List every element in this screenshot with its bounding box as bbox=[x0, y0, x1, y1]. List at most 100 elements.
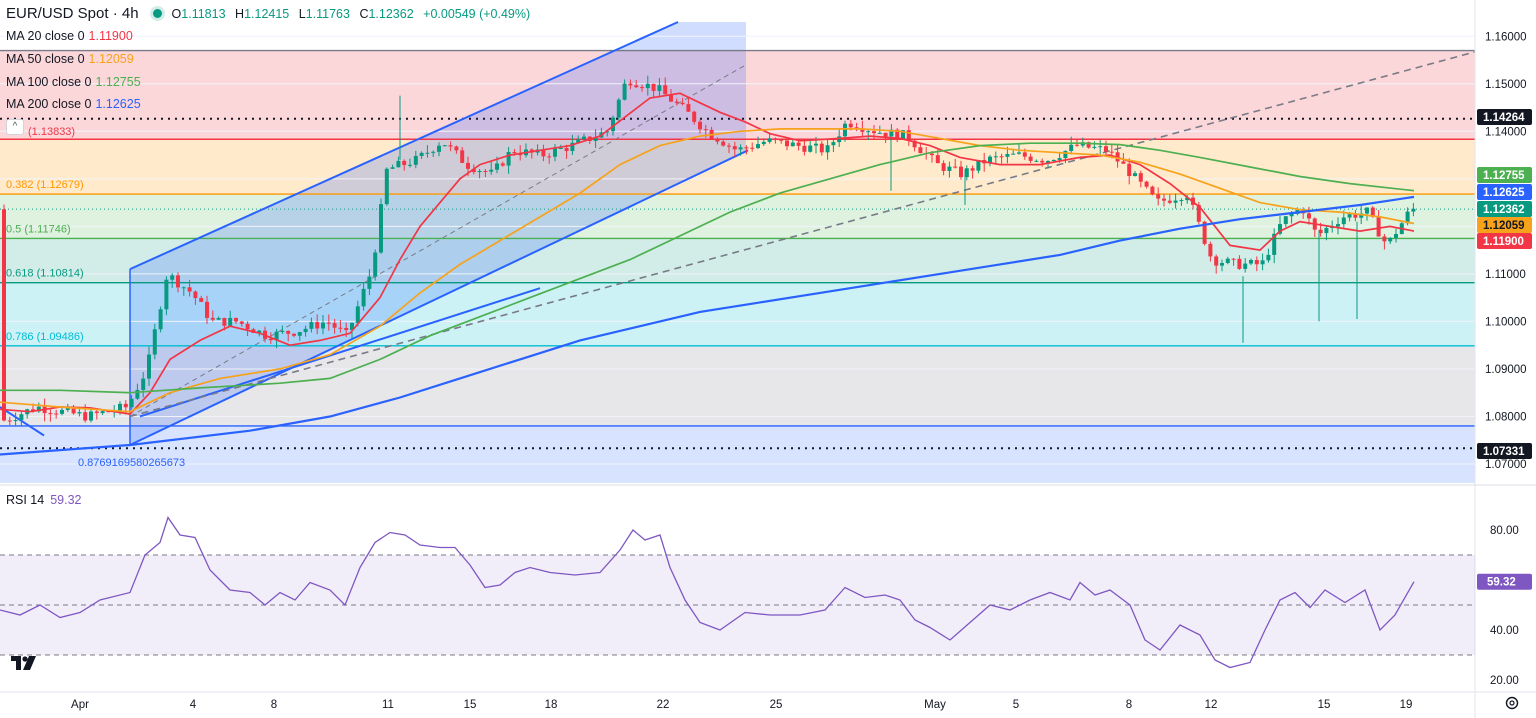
candle-8 bbox=[48, 409, 53, 422]
candle-178 bbox=[1034, 159, 1039, 163]
candle-body bbox=[396, 160, 401, 168]
candle-158 bbox=[918, 143, 923, 154]
candle-body bbox=[210, 317, 215, 320]
candle-body bbox=[135, 389, 140, 399]
candle-82 bbox=[477, 169, 482, 179]
candle-body bbox=[228, 317, 233, 326]
ohlc-values: O1.11813 H1.12415 L1.11763 C1.12362 +0.0… bbox=[171, 6, 531, 21]
candle-97 bbox=[564, 144, 569, 159]
price-tick-8: 1.08000 bbox=[1485, 411, 1527, 423]
candle-55 bbox=[321, 314, 325, 335]
candle-84 bbox=[489, 161, 494, 175]
candle-119 bbox=[692, 110, 697, 125]
candle-body bbox=[872, 131, 876, 134]
candle-228 bbox=[1324, 226, 1329, 241]
candle-body bbox=[292, 333, 296, 336]
candle-body bbox=[1243, 263, 1248, 269]
candle-body bbox=[622, 83, 627, 100]
collapse-legend-button[interactable]: ^ bbox=[6, 119, 24, 135]
fib-label-1: 0.382 (1.12679) bbox=[6, 179, 84, 191]
candle-163 bbox=[947, 161, 952, 178]
ma100-line bbox=[0, 142, 1415, 394]
candle-162 bbox=[941, 160, 946, 176]
candle-58 bbox=[338, 319, 343, 333]
candle-body bbox=[1278, 224, 1282, 234]
candle-body bbox=[582, 136, 586, 140]
ma20-line bbox=[0, 92, 1415, 416]
candle-172 bbox=[999, 153, 1004, 164]
price-badge-0: 1.14264 bbox=[1483, 112, 1525, 124]
candle-79 bbox=[460, 146, 465, 164]
time-axis[interactable]: Apr 4 8 11 15 18 22 25 May 5 8 12 15 19 bbox=[0, 691, 1536, 711]
symbol-title[interactable]: EUR/USD Spot · 4h bbox=[6, 5, 139, 22]
candle-body bbox=[669, 94, 673, 102]
candle-body bbox=[193, 291, 198, 299]
price-tick-9: 1.07000 bbox=[1485, 459, 1527, 471]
candle-138 bbox=[802, 139, 807, 156]
candle-body bbox=[408, 164, 412, 166]
time-tick-5: 18 bbox=[545, 699, 558, 711]
candle-body bbox=[883, 132, 888, 137]
candle-body bbox=[964, 168, 969, 178]
candle-body bbox=[1202, 221, 1207, 244]
candle-body bbox=[1121, 161, 1126, 164]
candle-32 bbox=[187, 279, 192, 297]
price-badge-4: 1.12059 bbox=[1483, 220, 1525, 232]
candle-body bbox=[796, 142, 801, 146]
candle-107 bbox=[622, 79, 627, 101]
rsi-legend[interactable]: RSI 14 59.32 bbox=[6, 493, 82, 507]
fib-label-2: 0.5 (1.11746) bbox=[6, 223, 71, 235]
ma50-legend[interactable]: MA 50 close 0 1.12059 bbox=[6, 52, 134, 66]
candle-body bbox=[790, 142, 795, 147]
candle-15 bbox=[89, 407, 93, 423]
candle-body bbox=[1167, 200, 1172, 203]
candle-body bbox=[959, 166, 963, 178]
candle-115 bbox=[669, 89, 673, 103]
candle-body bbox=[118, 403, 122, 411]
candle-body bbox=[738, 147, 743, 150]
candle-body bbox=[895, 129, 900, 140]
time-tick-12: 15 bbox=[1318, 699, 1331, 711]
settings-gear-icon[interactable] bbox=[1505, 696, 1519, 710]
channel-lower bbox=[129, 149, 749, 446]
ma200-legend[interactable]: MA 200 close 0 1.12625 bbox=[6, 97, 141, 111]
candle-body bbox=[814, 143, 818, 146]
price-tick-1: 1.15000 bbox=[1485, 79, 1527, 91]
candle-body bbox=[616, 99, 621, 118]
candle-body bbox=[1040, 160, 1045, 163]
ma20-legend[interactable]: MA 20 close 0 1.11900 bbox=[6, 29, 133, 43]
candle-body bbox=[315, 322, 320, 329]
rsi-pane[interactable]: 80.00 40.00 20.00 59.32 bbox=[0, 484, 1536, 687]
candle-175 bbox=[1017, 143, 1021, 155]
candle-31 bbox=[181, 286, 186, 296]
candle-109 bbox=[634, 80, 639, 88]
candle-13 bbox=[77, 409, 82, 417]
candle-body bbox=[1075, 144, 1079, 146]
candle-body bbox=[280, 330, 285, 332]
price-axis[interactable]: 1.160001.150001.140001.130001.120001.110… bbox=[1474, 0, 1536, 718]
candle-body bbox=[106, 411, 111, 413]
candle-57 bbox=[332, 318, 337, 334]
candle-body bbox=[402, 160, 407, 166]
candle-194 bbox=[1127, 158, 1132, 185]
candle-201 bbox=[1167, 194, 1172, 205]
candle-body bbox=[744, 147, 749, 149]
candle-29 bbox=[170, 273, 175, 288]
ma100-legend[interactable]: MA 100 close 0 1.12755 bbox=[6, 75, 141, 89]
candle-body bbox=[437, 145, 441, 152]
candle-164 bbox=[953, 158, 958, 169]
candle-body bbox=[1266, 254, 1271, 261]
candle-body bbox=[176, 275, 180, 288]
candle-body bbox=[1347, 214, 1352, 218]
candle-body bbox=[541, 149, 546, 157]
fib-zone-0 bbox=[0, 50, 1475, 140]
fib-label-3: 0.618 (1.10814) bbox=[6, 268, 84, 280]
candle-body bbox=[384, 168, 389, 205]
candle-body bbox=[448, 145, 453, 147]
price-badge-6: 1.07331 bbox=[1483, 446, 1525, 458]
candle-184 bbox=[1069, 136, 1074, 155]
candle-body bbox=[686, 104, 691, 112]
candle-body bbox=[83, 412, 88, 421]
candle-body bbox=[1225, 258, 1230, 264]
